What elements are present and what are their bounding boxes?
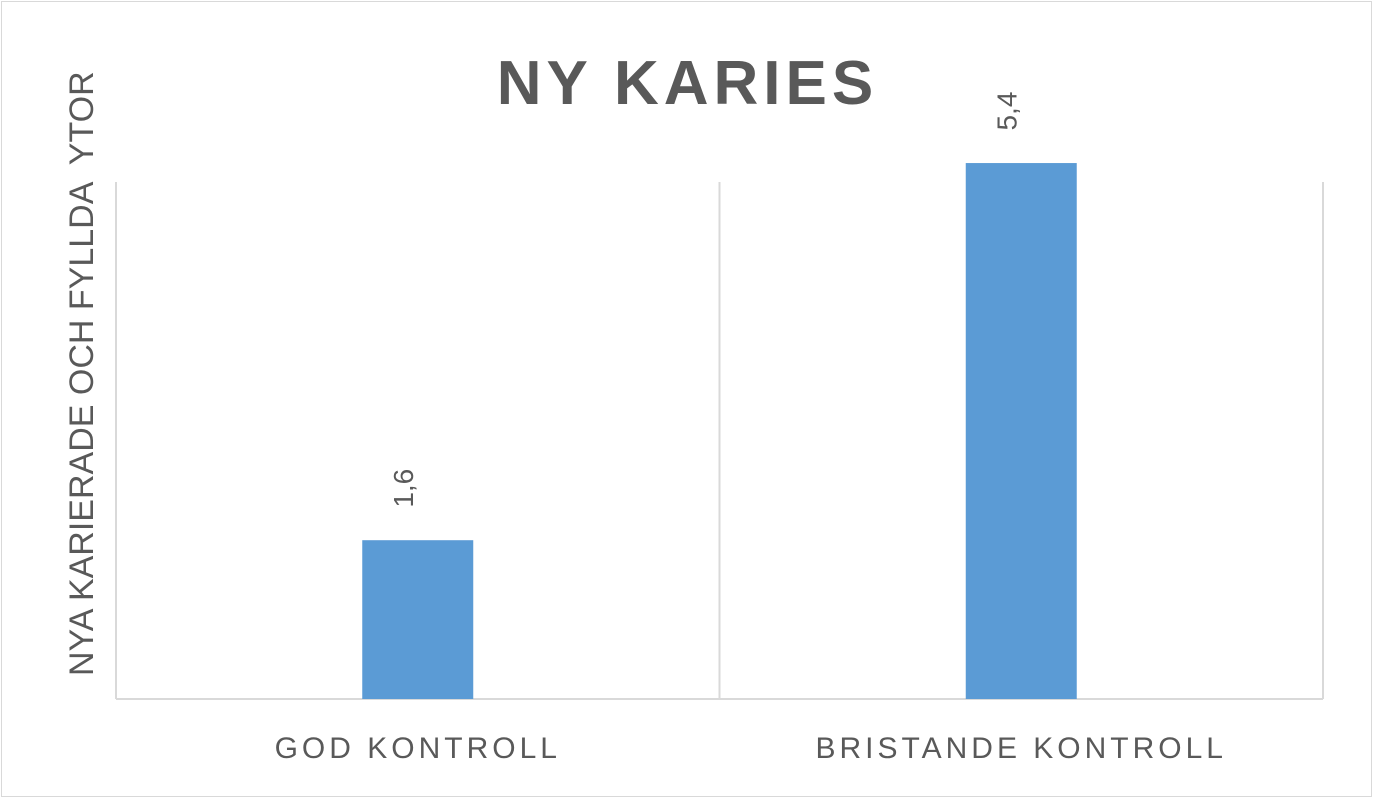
x-tick-label: GOD KONTROLL xyxy=(275,732,561,765)
chart-title: NY KARIES xyxy=(496,49,879,118)
data-label: 5,4 xyxy=(992,92,1023,131)
bar xyxy=(965,163,1077,700)
bar xyxy=(362,540,474,699)
plot-layer: 1,6 GOD KONTROLL 5,4 BRISTANDE KONTROLL xyxy=(115,92,1324,765)
x-tick-label: BRISTANDE KONTROLL xyxy=(815,732,1227,765)
data-label: 1,6 xyxy=(388,469,419,508)
